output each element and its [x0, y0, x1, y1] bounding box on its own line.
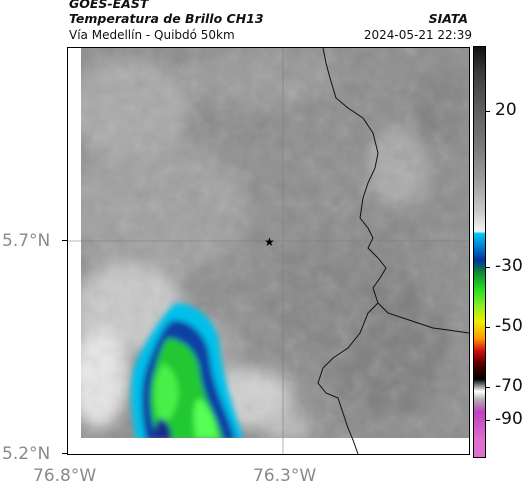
product-title: Temperatura de Brillo CH13 [69, 11, 264, 26]
colorbar-tick [485, 387, 490, 388]
lat-tick-5-2: 5.2°N [2, 444, 51, 464]
satellite-map[interactable]: ★ [67, 47, 470, 455]
lat-tick-mark [62, 240, 67, 241]
colorbar-label-minus70: -70 [495, 376, 523, 396]
lat-tick-mark [62, 453, 67, 454]
organization-label: SIATA [428, 11, 468, 26]
graticule [68, 48, 469, 454]
colorbar-label-minus30: -30 [495, 256, 523, 276]
brightness-temperature-field: ★ [68, 48, 469, 454]
colorbar-tick [485, 327, 490, 328]
colorbar-tick [485, 111, 490, 112]
star-icon: ★ [264, 235, 275, 249]
temperature-colorbar [473, 46, 486, 458]
colorbar-tick [485, 267, 490, 268]
lon-tick-76-3: 76.3°W [253, 466, 317, 486]
coastline-border [317, 48, 469, 454]
colorbar-label-minus50: -50 [495, 316, 523, 336]
lon-tick-76-8: 76.8°W [33, 466, 97, 486]
datetime-label: 2024-05-21 22:39 [363, 28, 472, 42]
colorbar-label-minus90: -90 [495, 409, 523, 429]
lat-tick-5-7: 5.7°N [2, 231, 51, 251]
colorbar-label-20: 20 [495, 100, 517, 120]
satellite-title: GOES-EAST [69, 0, 149, 11]
colorbar-tick [485, 420, 490, 421]
region-subtitle: Vía Medellín - Quibdó 50km [69, 28, 235, 42]
